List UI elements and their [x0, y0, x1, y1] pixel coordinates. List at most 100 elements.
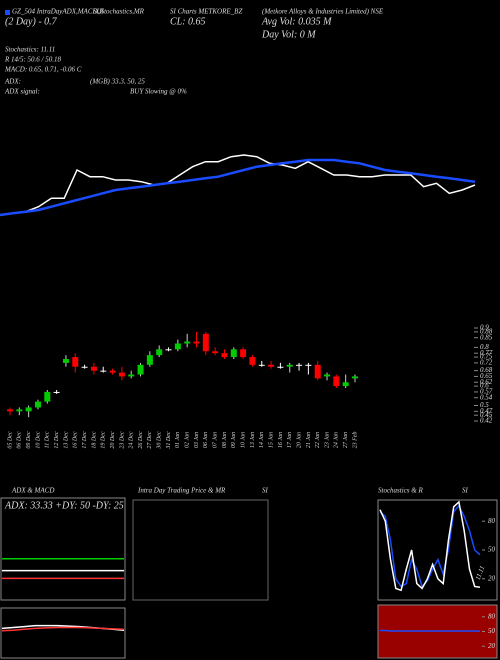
x-tick-label: 20 Dec [110, 431, 116, 448]
candle-body [62, 359, 69, 363]
candle-body [16, 409, 23, 412]
candle-body [118, 372, 125, 377]
x-tick-label: 10 Jan [240, 432, 246, 448]
x-tick-label: 19 Dec [101, 431, 107, 448]
candle-body [44, 391, 51, 402]
y-tick-label: 0.77 [480, 349, 493, 357]
y-tick-label: 0.47 [480, 407, 493, 415]
x-tick-label: 18 Dec [91, 431, 97, 448]
y-tick-label: 20 [488, 574, 496, 582]
candle-body [258, 364, 265, 366]
series-line [379, 500, 481, 592]
candle-body [81, 366, 88, 368]
candle-body [324, 374, 331, 377]
candle-body [286, 364, 293, 367]
x-tick-label: 06 Jan [203, 432, 209, 448]
range: (2 Day) - 0.7 [5, 16, 58, 27]
candle-body [165, 349, 172, 351]
x-tick-label: 08 Jan [222, 432, 228, 448]
x-tick-label: 22 Jan [315, 432, 321, 448]
candle-body [314, 364, 321, 379]
candle-body [34, 401, 41, 408]
legend-swatch [5, 10, 10, 15]
series-line [379, 504, 481, 588]
adx-vals: (MGB) 33.3, 50, 25 [90, 78, 145, 86]
candle-body [146, 355, 153, 365]
candle-body [90, 366, 97, 371]
candle-body [352, 376, 358, 379]
candle-body [174, 343, 181, 350]
header-text: SI,Stochastics,MR [93, 8, 145, 16]
x-tick-label: 11 Dec [45, 431, 51, 448]
x-tick-label: 26 Dec [138, 431, 144, 448]
x-tick-label: 16 Jan [278, 432, 284, 448]
y-tick-label: 50 [488, 627, 496, 635]
y-tick-label: 0.62 [480, 378, 493, 386]
x-tick-label: 14 Jan [258, 432, 265, 448]
panel-title: SI [462, 487, 469, 495]
y-tick-label: 0.65 [480, 372, 493, 380]
x-tick-label: 10 Dec [35, 431, 41, 448]
x-tick-label: 23 Dec [119, 431, 125, 448]
candle-body [230, 349, 237, 358]
x-tick-label: 27 Jan [343, 432, 349, 448]
candle-body [7, 409, 13, 412]
x-tick-label: 03 Jan [194, 432, 200, 448]
x-tick-label: 02 Jan [185, 432, 191, 448]
x-tick-label: 01 Jan [175, 432, 181, 448]
candle-body [296, 364, 303, 366]
candle-body [342, 382, 349, 387]
y-tick-label: 0.72 [480, 358, 493, 366]
x-tick-label: 09 Dec [26, 431, 32, 448]
close: CL: 0.65 [170, 16, 206, 27]
x-tick-label: 13 Jan [250, 432, 256, 448]
y-tick-label: 0.57 [480, 388, 493, 396]
candle-body [128, 374, 135, 377]
candle-body [184, 341, 191, 344]
y-tick-label: 20 [488, 642, 496, 650]
panel-box [377, 499, 498, 601]
x-tick-label: 23 Feb [352, 432, 358, 449]
y-tick-label: 0.88 [480, 327, 493, 335]
panel-title: ADX & MACD [11, 487, 54, 495]
rsi: R 14/5: 50.6 / 50.18 [4, 56, 61, 64]
annotation: ADX: 33.33 +DY: 50 -DY: 25 [4, 500, 124, 511]
series-line [380, 629, 481, 632]
adx: ADX: [4, 78, 21, 86]
candle-body [277, 366, 284, 368]
panel-box [0, 497, 126, 601]
macd: MACD: 0.65, 0.71, -0.06 C [4, 66, 82, 74]
x-tick-label: 24 Dec [128, 431, 135, 448]
x-tick-label: 12 Dec [54, 431, 60, 448]
panel-box [132, 499, 269, 601]
candle-body [53, 391, 60, 393]
panel-box [0, 607, 126, 659]
series-line [1, 626, 125, 632]
y-tick-label: 0.45 [480, 411, 493, 419]
y-tick-label: 0.8 [480, 343, 489, 351]
x-tick-label: 07 Jan [213, 432, 219, 448]
x-tick-label: 09 Jan [231, 432, 237, 448]
header-text: SI Charts METKORE_BZ [170, 8, 242, 16]
series-line [0, 154, 476, 216]
candle-body [221, 353, 228, 358]
candle-body [137, 364, 144, 375]
x-tick-label: 15 Jan [268, 432, 274, 448]
series-line [0, 158, 476, 217]
x-tick-label: 30 Dec [157, 431, 163, 449]
signal: BUY Slowing @ 0% [130, 88, 187, 96]
y-tick-label: 0.85 [480, 333, 493, 341]
adx-signal: ADX signal: [4, 88, 40, 96]
y-tick-label: 0.5 [480, 401, 489, 409]
candle-body [333, 376, 340, 387]
x-tick-label: 16 Dec [73, 431, 79, 448]
candle-body [109, 370, 116, 373]
y-tick-label: 80 [488, 517, 496, 525]
x-tick-label: 06 Dec [17, 431, 23, 448]
panel-title: Intra Day Trading Price & MR [137, 487, 226, 495]
y-tick-label: 50 [488, 546, 496, 554]
candle-body [268, 364, 275, 367]
candle-body [25, 407, 32, 412]
candle-body [249, 357, 256, 365]
